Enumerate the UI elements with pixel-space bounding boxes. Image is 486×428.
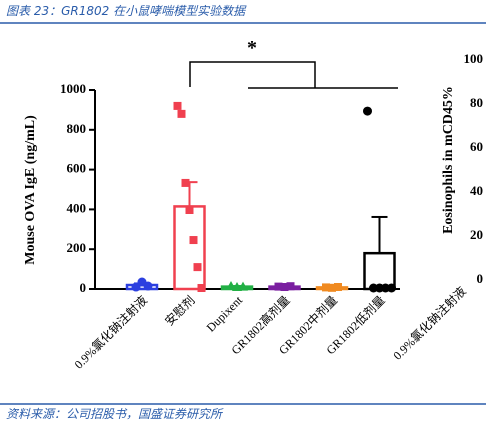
annotation: * (247, 37, 257, 59)
data-point (143, 281, 153, 291)
data-point (181, 178, 190, 187)
y-axis-label: Eosinophils in mCD45% (441, 86, 456, 234)
x-tick-label: 0.9%氯化钠注射液 (71, 292, 150, 371)
y-tick-label: 80 (470, 95, 483, 110)
data-point (185, 205, 194, 214)
bar (173, 205, 206, 291)
data-point (322, 283, 330, 292)
data-point (197, 284, 206, 293)
y-tick-label: 0 (477, 271, 484, 286)
data-point (334, 283, 342, 292)
y-tick-label: 800 (67, 121, 87, 136)
y-tick-label: 40 (470, 183, 483, 198)
y-tick-label: 1000 (60, 81, 86, 96)
y-tick-label: 20 (470, 227, 483, 242)
x-tick-label: 安慰剂 (161, 292, 197, 328)
data-point (387, 283, 396, 293)
data-point (226, 281, 236, 291)
y-axis-label: Mouse OVA IgE (ng/mL) (23, 115, 38, 265)
y-tick-label: 60 (470, 139, 483, 154)
data-point (131, 282, 141, 292)
y-tick-label: 600 (67, 161, 87, 176)
data-point (286, 282, 295, 291)
x-tick-label: 0.9%氯化钠注射液 (390, 283, 469, 362)
significance-bracket (189, 61, 398, 89)
data-point (189, 236, 198, 245)
bracket (189, 61, 316, 88)
data-point (193, 263, 202, 272)
y-tick-label: 0 (80, 280, 87, 295)
y-tick-label: 100 (464, 51, 484, 66)
x-tick-label: Dupixent (204, 293, 246, 335)
footer-source: 资料来源：公司招股书，国盛证券研究所 (6, 407, 224, 421)
data-point (177, 109, 186, 118)
header-title: 图表 23：GR1802 在小鼠哮喘模型实验数据 (6, 4, 247, 18)
y-tick-label: 400 (67, 200, 87, 215)
y-tick-label: 200 (67, 240, 87, 255)
data-point (328, 283, 336, 292)
data-point (363, 106, 372, 116)
data-point (238, 281, 248, 291)
data-point (280, 283, 289, 292)
data-point (274, 282, 283, 291)
data-point (173, 101, 182, 110)
